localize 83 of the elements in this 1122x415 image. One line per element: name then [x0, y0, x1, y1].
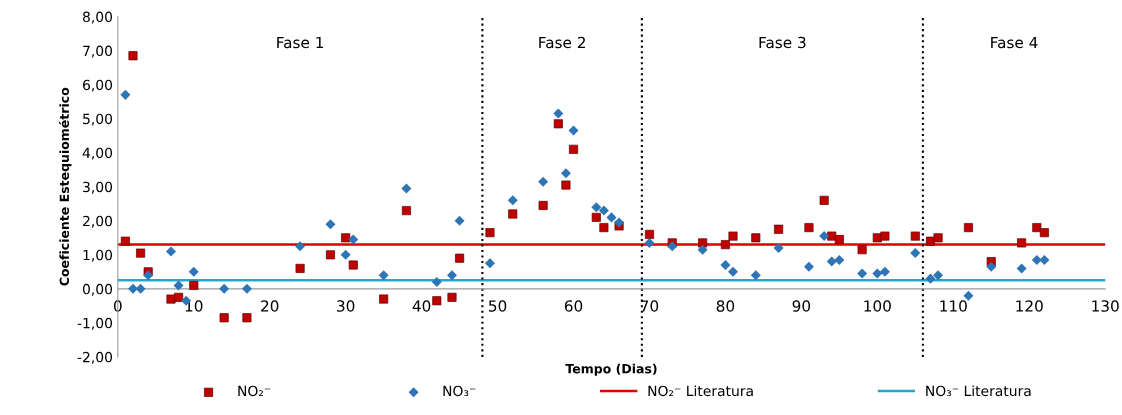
point [803, 261, 814, 272]
point [568, 125, 579, 136]
y-tick-label: -2,00 [77, 351, 113, 364]
point [241, 283, 252, 294]
y-tick-label: -1,00 [77, 317, 113, 330]
x-tick-label: 80 [716, 300, 735, 312]
x-tick-label: 40 [412, 300, 431, 312]
y-tick-label: 5,00 [83, 113, 113, 126]
point [348, 234, 359, 245]
point [872, 268, 883, 279]
annotation: Fase 2 [539, 36, 585, 49]
x-tick-label: 70 [641, 300, 659, 312]
x-axis-title: Tempo (Dias) [565, 363, 657, 376]
point [773, 243, 784, 254]
point [120, 89, 131, 100]
point [1031, 254, 1042, 265]
point [667, 241, 678, 252]
point [728, 266, 739, 277]
x-tick-label: 0 [113, 300, 122, 312]
annotation: Fase 4 [991, 36, 1038, 49]
point [910, 248, 921, 259]
point [986, 261, 997, 272]
point [720, 260, 731, 271]
point [431, 277, 442, 288]
point [340, 249, 351, 260]
point [507, 195, 518, 206]
point [446, 270, 457, 281]
point [553, 108, 564, 119]
x-tick-label: 30 [337, 300, 355, 312]
y-tick-label: 3,00 [83, 181, 113, 194]
legend-label: NO₂⁻ [238, 385, 271, 397]
y-tick-label: 2,00 [83, 215, 113, 228]
x-tick-label: 50 [489, 300, 507, 312]
point [1016, 263, 1027, 274]
point [834, 254, 845, 265]
point [484, 258, 495, 269]
annotation: Fase 1 [277, 36, 324, 49]
point [143, 270, 154, 281]
point [963, 290, 974, 301]
point [325, 219, 336, 230]
x-tick-label: 60 [564, 300, 583, 312]
point [857, 268, 868, 279]
point [295, 241, 306, 252]
point [819, 231, 830, 242]
x-tick-label: 110 [940, 300, 967, 312]
point [750, 270, 761, 281]
y-tick-label: 4,00 [82, 147, 113, 160]
annotation: Fase 3 [759, 36, 806, 49]
legend-label: NO₂⁻ Literatura [648, 385, 753, 397]
point [614, 217, 625, 228]
y-axis-title: Coeficiente Estequiométrico [58, 87, 72, 286]
point [378, 270, 389, 281]
y-tick-label: 7,00 [83, 45, 113, 58]
point [606, 212, 617, 223]
point [135, 283, 146, 294]
x-tick-label: 100 [864, 300, 891, 312]
x-tick-label: 130 [1092, 300, 1119, 312]
point [165, 246, 176, 257]
point [454, 215, 465, 226]
point [644, 237, 655, 248]
legend-label: NO₃⁻ Literatura [926, 385, 1031, 397]
point [826, 256, 837, 267]
x-tick-label: 120 [1016, 300, 1043, 312]
point [591, 202, 602, 213]
y-tick-label: 1,00 [83, 249, 113, 262]
y-tick-label: 6,00 [82, 79, 113, 92]
x-tick-label: 90 [792, 300, 811, 312]
point [697, 244, 708, 255]
point [925, 273, 936, 284]
point [219, 283, 230, 294]
point [933, 270, 944, 281]
point [188, 266, 199, 277]
point [560, 168, 571, 179]
x-tick-label: 20 [261, 300, 279, 312]
legend-label: NO₃⁻ [443, 385, 476, 397]
point [401, 183, 412, 194]
point [879, 266, 890, 277]
point [598, 205, 609, 216]
y-tick-label: 0,00 [82, 283, 113, 296]
point [173, 280, 184, 291]
y-tick-label: 8,00 [82, 11, 113, 24]
point [538, 176, 549, 187]
point [1039, 254, 1050, 265]
